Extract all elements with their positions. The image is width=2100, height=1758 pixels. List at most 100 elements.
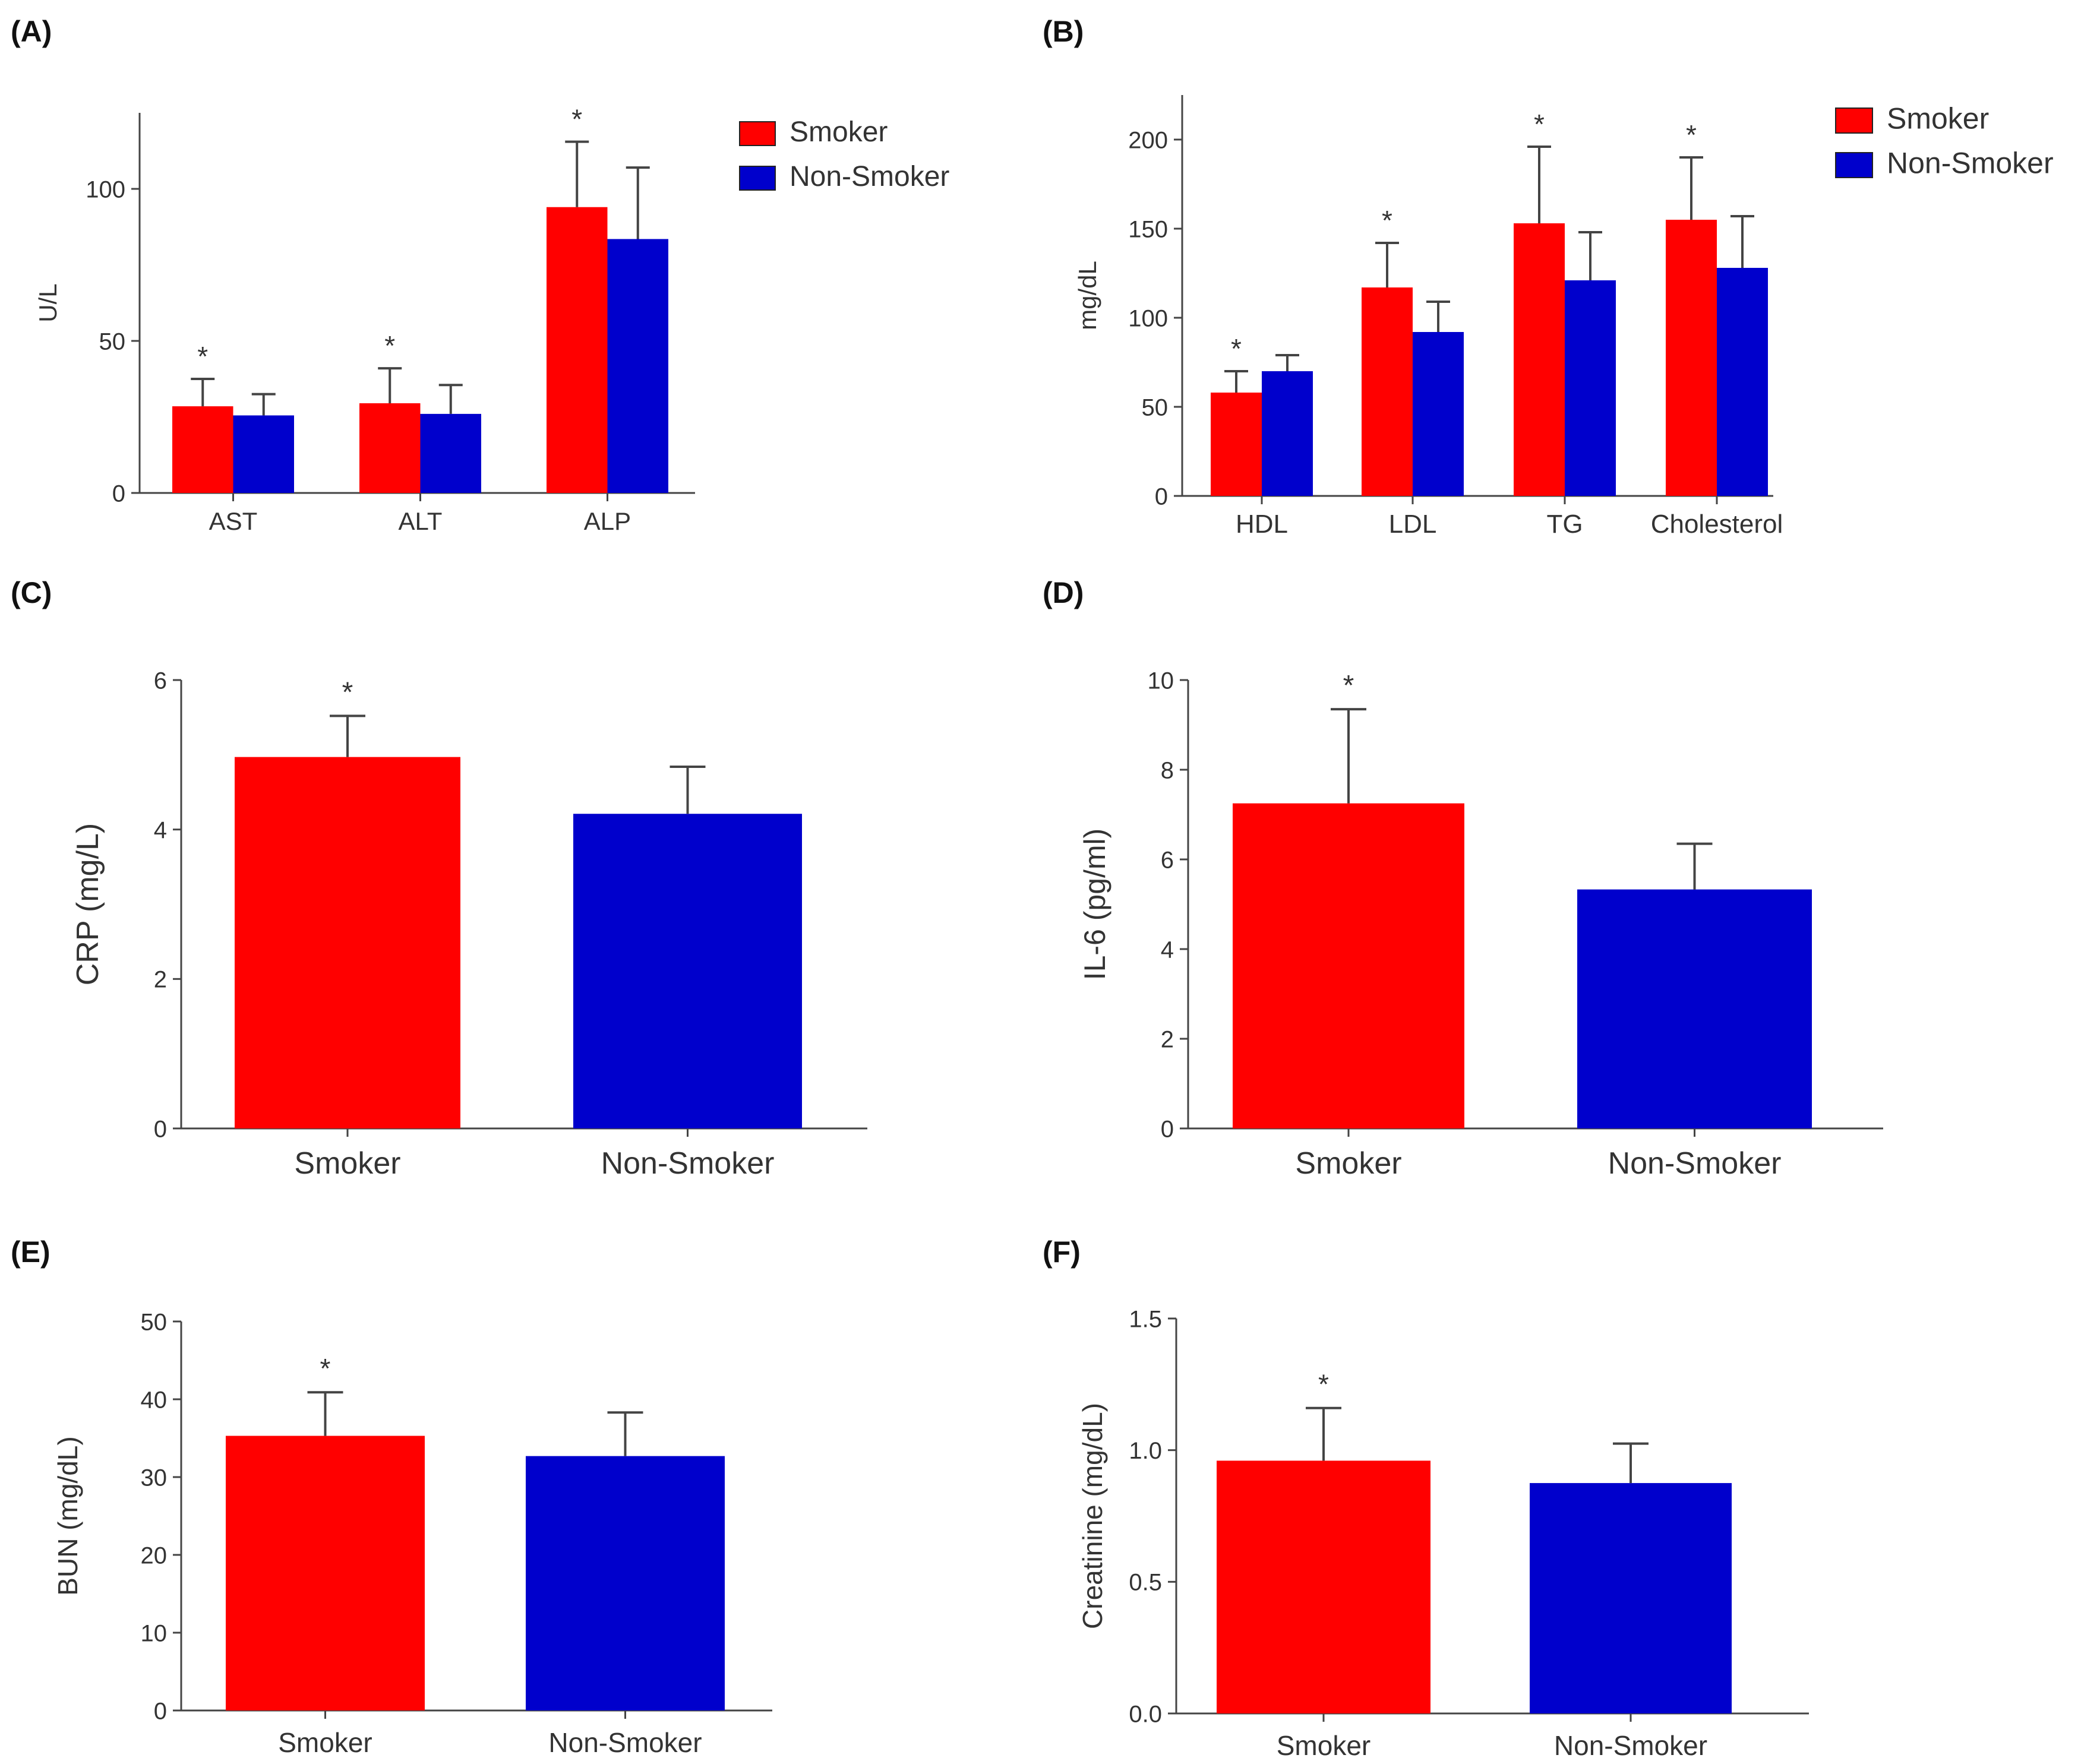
- panel-label: (F): [1043, 1235, 1081, 1269]
- significance-marker: *: [1318, 1369, 1329, 1400]
- y-tick-label: 4: [154, 817, 167, 843]
- x-tick-label: ALP: [584, 507, 631, 535]
- chart-panel-e: (E) 0 10 20 30 40 50 BUN (mg/dL) * Smoker Non-Smok…: [11, 1235, 772, 1758]
- y-axis-label: mg/dL: [1073, 261, 1101, 330]
- bar-smoker: [235, 757, 460, 1128]
- chart-panel-b: (B) 0 50 100 150 200 mg/dL * HDL * LDL * TG * Choleste…: [1043, 15, 2054, 539]
- x-tick-label: Cholesterol: [1651, 510, 1783, 539]
- significance-marker: *: [1231, 333, 1242, 364]
- y-tick-label: 4: [1161, 937, 1174, 963]
- chart-panel-d: (D) 0 2 4 6 8 10 IL-6 (pg/ml) * Smoker Non-Smoker: [1043, 576, 1883, 1181]
- x-tick-label: LDL: [1389, 510, 1437, 539]
- x-tick-label: Smoker: [1277, 1730, 1370, 1758]
- panel-label: (D): [1043, 576, 1084, 609]
- bar-non-smoker-tg: [1565, 280, 1616, 496]
- y-tick-label: 0: [1155, 483, 1168, 510]
- bar-non-smoker-hdl: [1262, 371, 1313, 496]
- y-axis-label: IL-6 (pg/ml): [1078, 829, 1111, 981]
- y-tick-label: 100: [86, 176, 125, 203]
- legend-label-non-smoker: Non-Smoker: [790, 161, 949, 192]
- chart-panel-a: (A) 0 50 100 U/L * AST * ALT * ALP Smoker Non-Smoker: [11, 15, 949, 535]
- y-tick-label: 0: [154, 1698, 167, 1724]
- x-tick-label: AST: [209, 507, 258, 535]
- y-tick-label: 0: [1161, 1116, 1174, 1142]
- panel-label: (B): [1043, 15, 1084, 48]
- bar-smoker: [1233, 803, 1464, 1128]
- panel-label: (C): [11, 576, 52, 609]
- bar-smoker: [226, 1436, 425, 1710]
- legend-label-smoker: Smoker: [1887, 102, 1989, 135]
- significance-marker: *: [1382, 205, 1392, 236]
- legend-label-non-smoker: Non-Smoker: [1887, 146, 2054, 179]
- x-tick-label: Non-Smoker: [601, 1146, 775, 1181]
- significance-marker: *: [197, 341, 208, 372]
- bar-smoker-ast: [172, 406, 233, 493]
- bar-non-smoker-ldl: [1413, 332, 1464, 496]
- significance-marker: *: [384, 330, 395, 361]
- y-tick-label: 8: [1161, 757, 1174, 783]
- legend-swatch-smoker: [739, 121, 776, 146]
- chart-panel-c: (C) 0 2 4 6 CRP (mg/L) * Smoker Non-Smoker: [11, 576, 867, 1181]
- y-tick-label: 0.5: [1129, 1570, 1162, 1596]
- x-tick-label: ALT: [399, 507, 443, 535]
- x-tick-label: Smoker: [278, 1727, 372, 1758]
- x-tick-label: TG: [1546, 510, 1583, 539]
- bar-smoker-cholesterol: [1666, 220, 1717, 496]
- y-tick-label: 100: [1128, 305, 1168, 331]
- bar-non-smoker: [1530, 1483, 1732, 1713]
- legend-swatch-smoker: [1835, 107, 1873, 134]
- y-tick-label: 30: [141, 1465, 168, 1491]
- significance-marker: *: [1534, 109, 1545, 140]
- y-tick-label: 0: [112, 480, 125, 507]
- y-tick-label: 20: [141, 1542, 168, 1569]
- y-tick-label: 50: [99, 328, 126, 355]
- y-tick-label: 50: [1142, 394, 1169, 420]
- y-tick-label: 40: [141, 1387, 168, 1413]
- y-tick-label: 200: [1128, 127, 1168, 153]
- y-tick-label: 1.5: [1129, 1306, 1162, 1332]
- legend-swatch-non-smoker: [1835, 152, 1873, 178]
- bar-non-smoker-ast: [233, 415, 294, 493]
- y-tick-label: 0: [154, 1116, 167, 1142]
- y-tick-label: 50: [141, 1309, 168, 1335]
- bar-smoker-tg: [1514, 223, 1565, 496]
- x-tick-label: Non-Smoker: [1554, 1730, 1707, 1758]
- panel-label: (A): [11, 15, 52, 48]
- y-tick-label: 6: [1161, 847, 1174, 873]
- x-tick-label: Smoker: [1295, 1146, 1401, 1181]
- significance-marker: *: [571, 104, 582, 135]
- y-tick-label: 150: [1128, 216, 1168, 242]
- bar-non-smoker: [526, 1456, 725, 1710]
- bar-smoker-alp: [547, 207, 608, 493]
- y-tick-label: 10: [1148, 668, 1174, 694]
- y-tick-label: 10: [141, 1620, 168, 1646]
- y-tick-label: 2: [154, 967, 167, 993]
- bar-smoker-ldl: [1362, 287, 1413, 496]
- legend-swatch-non-smoker: [739, 166, 776, 191]
- significance-marker: *: [320, 1353, 331, 1384]
- bar-non-smoker-alp: [607, 239, 668, 493]
- y-tick-label: 1.0: [1129, 1438, 1162, 1464]
- x-tick-label: Non-Smoker: [1608, 1146, 1782, 1181]
- chart-panel-f: (F) 0.0 0.5 1.0 1.5 Creatinine (mg/dL) * Smoker…: [1043, 1235, 1809, 1758]
- y-tick-label: 2: [1161, 1026, 1174, 1052]
- bar-smoker-hdl: [1211, 393, 1262, 496]
- legend-label-smoker: Smoker: [790, 116, 888, 148]
- y-tick-label: 0.0: [1129, 1701, 1162, 1727]
- panel-label: (E): [11, 1235, 50, 1269]
- x-tick-label: Non-Smoker: [548, 1727, 702, 1758]
- y-tick-label: 6: [154, 668, 167, 694]
- significance-marker: *: [342, 676, 353, 708]
- bar-smoker-alt: [359, 403, 421, 493]
- bar-non-smoker: [1577, 889, 1812, 1128]
- bar-non-smoker: [573, 814, 802, 1128]
- y-axis-label: Creatinine (mg/dL): [1077, 1403, 1108, 1629]
- significance-marker: *: [1686, 119, 1697, 150]
- bar-non-smoker-cholesterol: [1717, 268, 1768, 496]
- y-axis-label: CRP (mg/L): [71, 823, 105, 986]
- y-axis-label: BUN (mg/dL): [52, 1436, 83, 1595]
- bar-smoker: [1217, 1460, 1430, 1713]
- y-axis-label: U/L: [34, 283, 62, 322]
- significance-marker: *: [1343, 670, 1354, 701]
